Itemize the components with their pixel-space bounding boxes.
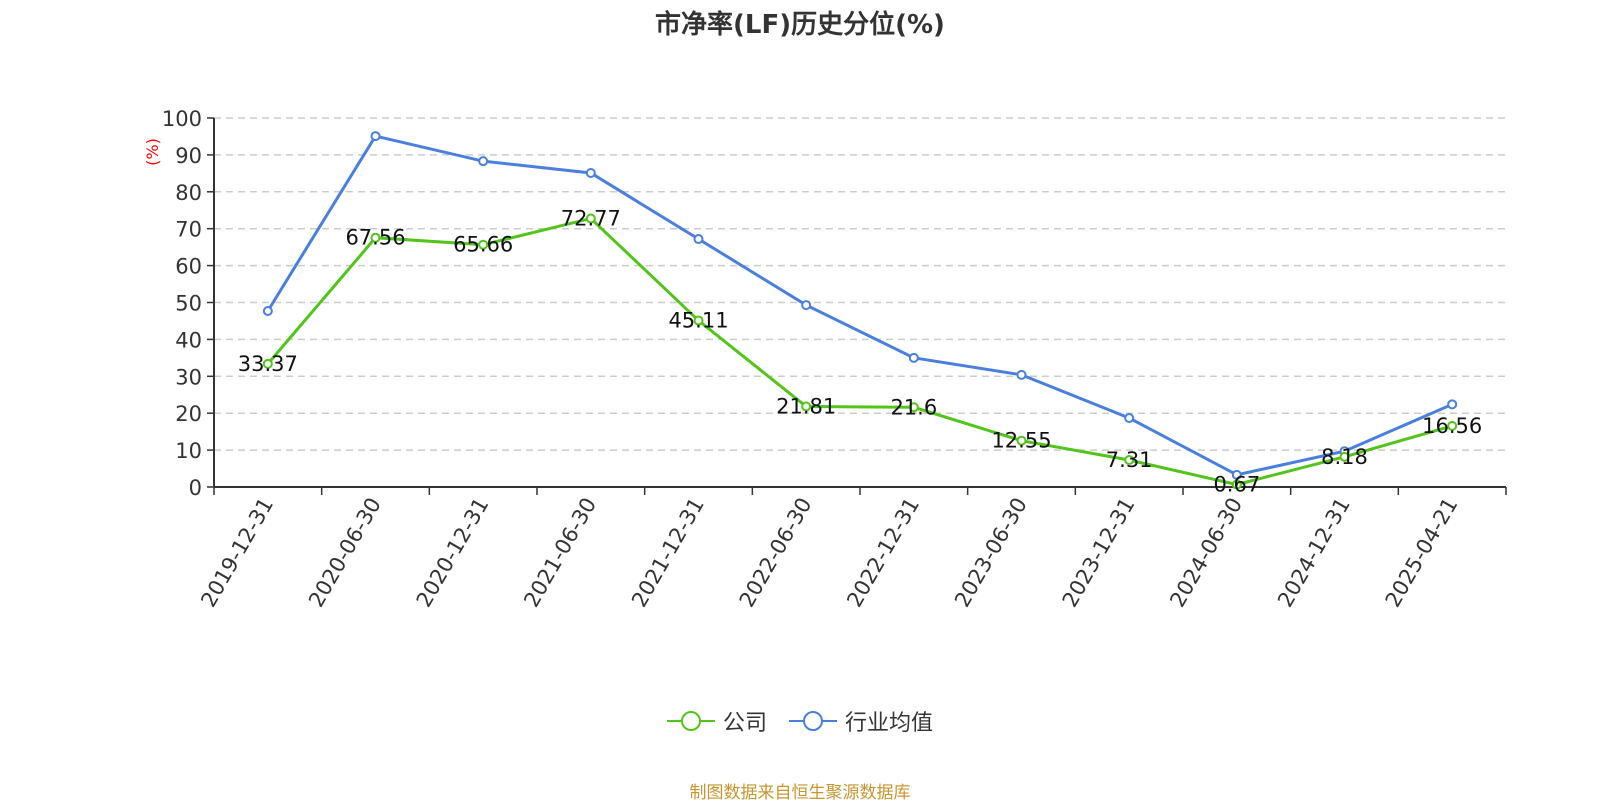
data-label: 0.67	[1213, 473, 1260, 497]
x-tick-label: 2023-12-31	[1058, 494, 1140, 612]
data-label: 72.77	[561, 206, 621, 230]
y-axis-unit: (%)	[143, 138, 162, 166]
data-point[interactable]	[801, 300, 812, 311]
data-point[interactable]	[370, 131, 381, 142]
legend-item-industry-average[interactable]: 行业均值	[789, 705, 933, 737]
data-labels: 33.37 67.56 65.66 72.77 45.11 21.81 21.6 12.55 7…	[238, 206, 1482, 496]
y-tick-label: 90	[175, 144, 202, 168]
legend-label-company: 公司	[722, 711, 767, 736]
x-tick-label: 2025-04-21	[1381, 494, 1463, 612]
data-label: 7.31	[1106, 448, 1153, 472]
x-tick-label: 2021-12-31	[627, 494, 709, 612]
data-label: 65.66	[453, 233, 513, 257]
data-point[interactable]	[585, 213, 596, 224]
data-point[interactable]	[908, 352, 919, 363]
legend-item-company[interactable]: 公司	[666, 705, 767, 737]
y-tick-label: 0	[189, 476, 202, 500]
legend-company-line-icon	[666, 711, 715, 731]
data-label: 16.56	[1422, 414, 1482, 438]
data-label: 67.56	[345, 226, 405, 250]
legend-label-industry-average: 行业均值	[845, 711, 934, 736]
data-point[interactable]	[585, 167, 596, 178]
data-point[interactable]	[1016, 435, 1027, 446]
x-tick-label: 2022-06-30	[735, 494, 817, 612]
x-tick-label: 2024-12-31	[1273, 494, 1355, 612]
y-tick-label: 40	[175, 328, 202, 352]
data-label: 12.55	[991, 429, 1051, 453]
series-lines[interactable]	[262, 131, 1458, 490]
data-label: 45.11	[668, 309, 728, 333]
data-point[interactable]	[1231, 469, 1242, 480]
chart-title: 市净率(LF)历史分位(%)	[655, 10, 945, 40]
data-point[interactable]	[1447, 420, 1458, 431]
data-label: 21.81	[776, 395, 836, 419]
x-tick-label: 2023-06-30	[950, 494, 1032, 612]
y-tick-label: 30	[175, 365, 202, 389]
line-chart: 0 10 20 30 40 50 60 70 80 90 100 (%) 2019-12-31 202…	[143, 107, 1507, 612]
data-point[interactable]	[1124, 412, 1135, 423]
y-axis: 0 10 20 30 40 50 60 70 80 90 100	[162, 107, 215, 500]
legend-industry-line-icon	[789, 711, 837, 731]
data-point[interactable]	[1447, 399, 1458, 410]
data-point[interactable]	[1231, 479, 1242, 490]
y-tick-label: 100	[162, 107, 202, 131]
data-point[interactable]	[801, 401, 812, 412]
data-point[interactable]	[1339, 451, 1350, 462]
y-tick-label: 60	[175, 255, 202, 279]
data-point[interactable]	[478, 156, 489, 167]
data-point[interactable]	[478, 239, 489, 250]
grid-lines	[214, 117, 1506, 451]
x-tick-label: 2020-06-30	[304, 494, 386, 612]
data-point[interactable]	[370, 232, 381, 243]
x-tick-label: 2022-12-31	[842, 493, 924, 611]
data-label: 8.18	[1321, 445, 1368, 469]
x-tick-label: 2020-12-31	[412, 493, 494, 611]
data-source-note: 制图数据来自恒生聚源数据库	[689, 783, 911, 803]
y-tick-label: 20	[175, 402, 202, 426]
x-tick-label: 2021-06-30	[519, 494, 601, 612]
x-axis: 2019-12-31 2020-06-30 2020-12-31 2021-06-30…	[196, 486, 1507, 612]
legend: 公司 行业均值	[0, 705, 1600, 737]
data-point[interactable]	[693, 234, 704, 245]
data-point[interactable]	[262, 358, 273, 369]
data-point[interactable]	[908, 402, 919, 413]
y-tick-label: 10	[175, 439, 202, 463]
data-point[interactable]	[1016, 369, 1027, 380]
x-tick-label: 2024-06-30	[1165, 494, 1247, 612]
y-tick-label: 80	[175, 181, 202, 205]
data-point[interactable]	[1124, 455, 1135, 466]
data-point[interactable]	[262, 305, 273, 316]
company-line[interactable]	[266, 216, 1453, 487]
data-point[interactable]	[693, 315, 704, 326]
y-tick-label: 50	[175, 292, 202, 316]
y-tick-label: 70	[175, 218, 202, 242]
data-label: 21.6	[890, 395, 937, 419]
industry-average-line[interactable]	[266, 134, 1453, 477]
data-label: 33.37	[238, 352, 298, 376]
x-tick-label: 2019-12-31	[196, 494, 278, 612]
